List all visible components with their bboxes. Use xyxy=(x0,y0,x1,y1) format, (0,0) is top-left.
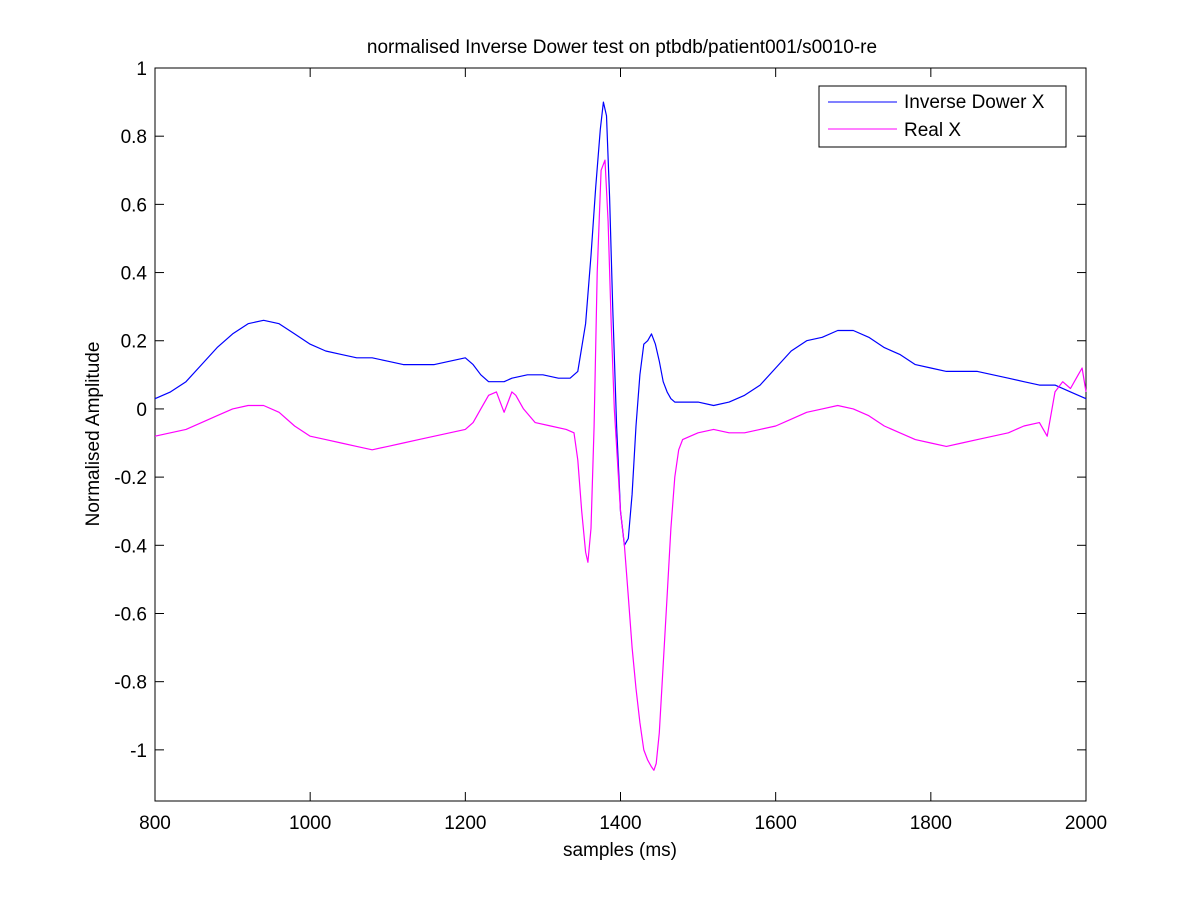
y-tick-label: 0.2 xyxy=(121,332,147,353)
x-axis-ticks: 800 1000 1200 1400 1600 1800 2000 xyxy=(139,68,1107,834)
x-tick-label: 800 xyxy=(139,813,171,834)
y-tick-label: 0.4 xyxy=(121,264,148,285)
x-tick-label: 1800 xyxy=(910,813,952,834)
y-tick-label: -0.6 xyxy=(114,604,147,625)
y-tick-label: 0 xyxy=(136,400,147,421)
series-line-real-x xyxy=(154,159,1087,771)
plot-area xyxy=(154,67,1087,802)
y-tick-label: -0.8 xyxy=(114,673,147,694)
x-tick-label: 1200 xyxy=(444,813,486,834)
y-tick-label: -1 xyxy=(130,741,147,762)
legend: Inverse Dower X Real X xyxy=(818,85,1067,148)
y-tick-label: -0.2 xyxy=(114,468,147,489)
x-tick-label: 1400 xyxy=(599,813,641,834)
x-tick-label: 2000 xyxy=(1065,813,1107,834)
x-tick-label: 1000 xyxy=(289,813,331,834)
legend-label-real-x: Real X xyxy=(904,120,961,141)
x-axis-label: samples (ms) xyxy=(563,840,677,861)
y-tick-label: 1 xyxy=(136,59,147,80)
series-layer xyxy=(154,101,1087,771)
legend-label-inverse-dower-x: Inverse Dower X xyxy=(904,92,1045,113)
y-tick-label: 0.8 xyxy=(121,127,147,148)
y-tick-label: -0.4 xyxy=(114,536,147,557)
x-tick-label: 1600 xyxy=(755,813,797,834)
y-tick-label: 0.6 xyxy=(121,195,147,216)
y-axis-label: Normalised Amplitude xyxy=(83,342,104,527)
legend-box xyxy=(818,85,1067,148)
chart-title: normalised Inverse Dower test on ptbdb/p… xyxy=(367,37,877,58)
y-axis-ticks: 1 0.8 0.6 0.4 0.2 0 -0.2 -0.4 -0.6 -0.8 -1 xyxy=(114,59,1086,762)
